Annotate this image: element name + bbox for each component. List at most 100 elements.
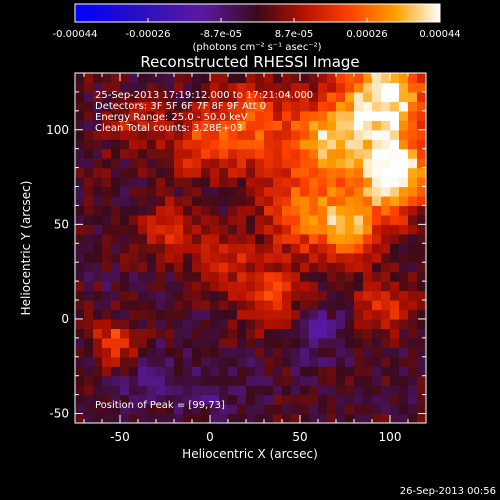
heatmap-cell	[390, 195, 400, 207]
heatmap-cell	[327, 375, 337, 386]
heatmap-cell	[129, 337, 139, 348]
heatmap-cell	[129, 347, 139, 358]
heatmap-cell	[282, 281, 292, 292]
heatmap-cell	[399, 375, 409, 386]
heatmap-cell	[354, 404, 364, 415]
heatmap-cell	[264, 205, 274, 216]
heatmap-cell	[183, 271, 193, 282]
heatmap-cell	[75, 394, 85, 405]
heatmap-cell	[309, 148, 319, 159]
heatmap-cell	[408, 167, 418, 178]
heatmap-cell	[291, 385, 301, 396]
heatmap-cell	[75, 110, 85, 121]
heatmap-cell	[84, 224, 94, 235]
heatmap-cell	[327, 243, 337, 254]
heatmap-cell	[273, 243, 283, 254]
heatmap-cell	[156, 214, 166, 225]
heatmap-cell	[183, 186, 193, 197]
heatmap-cell	[102, 205, 112, 216]
heatmap-cell	[102, 243, 112, 254]
heatmap-cell	[228, 158, 238, 169]
heatmap-cell	[264, 404, 274, 415]
heatmap-cell	[192, 281, 202, 292]
heatmap-cell	[372, 73, 382, 84]
heatmap-cell	[201, 356, 211, 367]
heatmap-cell	[102, 120, 112, 131]
heatmap-cell	[237, 300, 247, 311]
heatmap-cell	[246, 366, 256, 377]
heatmap-cell	[381, 167, 391, 178]
heatmap-cell	[372, 347, 382, 358]
heatmap-cell	[246, 224, 256, 235]
heatmap-cell	[417, 167, 426, 178]
heatmap-cell	[372, 139, 382, 150]
heatmap-cell	[372, 404, 382, 415]
heatmap-cell	[84, 158, 94, 169]
heatmap-cell	[381, 91, 391, 102]
heatmap-cell	[93, 233, 103, 244]
heatmap-cell	[282, 110, 292, 121]
heatmap-cell	[336, 224, 346, 235]
heatmap-cell	[336, 252, 346, 263]
heatmap-cell	[363, 309, 373, 320]
heatmap-cell	[372, 110, 382, 121]
heatmap-cell	[345, 413, 355, 423]
heatmap-cell	[291, 82, 301, 93]
heatmap-cell	[129, 252, 139, 263]
heatmap-cell	[417, 73, 426, 84]
heatmap-cell	[192, 158, 202, 169]
heatmap-cell	[138, 394, 148, 405]
heatmap-cell	[165, 101, 175, 112]
heatmap-cell	[93, 243, 103, 254]
heatmap-cell	[111, 233, 121, 244]
heatmap-cell	[399, 385, 409, 396]
heatmap-cell	[219, 375, 229, 386]
heatmap-cell	[210, 186, 220, 197]
heatmap-cell	[165, 404, 175, 415]
heatmap-cell	[174, 101, 184, 112]
heatmap-cell	[318, 91, 328, 102]
heatmap-cell	[354, 347, 364, 358]
heatmap-cell	[111, 224, 121, 235]
heatmap-cell	[255, 300, 265, 311]
heatmap-cell	[237, 318, 247, 330]
heatmap-cell	[336, 243, 346, 254]
heatmap-cell	[327, 271, 337, 282]
heatmap-cell	[255, 309, 265, 320]
heatmap-cell	[84, 120, 94, 131]
heatmap-cell	[273, 139, 283, 150]
heatmap-cell	[102, 385, 112, 396]
heatmap-cell	[111, 73, 121, 84]
heatmap-cell	[174, 385, 184, 396]
heatmap-cell	[156, 347, 166, 358]
heatmap-cell	[273, 129, 283, 140]
heatmap-cell	[156, 129, 166, 140]
heatmap-cell	[84, 347, 94, 358]
heatmap-cell	[291, 139, 301, 150]
heatmap-cell	[300, 290, 310, 301]
heatmap-cell	[165, 139, 175, 150]
colorbar-tick-label: -0.00026	[126, 29, 171, 40]
heatmap-cell	[111, 243, 121, 254]
heatmap-cell	[111, 366, 121, 377]
heatmap-cell	[372, 243, 382, 254]
heatmap-cell	[408, 366, 418, 377]
heatmap-cell	[75, 243, 85, 254]
heatmap-cell	[75, 375, 85, 386]
heatmap-cell	[390, 139, 400, 150]
heatmap-cell	[93, 148, 103, 159]
heatmap-cell	[183, 375, 193, 386]
heatmap-cell	[372, 177, 382, 188]
heatmap-cell	[84, 243, 94, 254]
heatmap-cell	[372, 328, 382, 339]
heatmap-cell	[138, 148, 148, 159]
heatmap-cell	[282, 356, 292, 367]
heatmap-cell	[219, 328, 229, 339]
heatmap-cell	[201, 120, 211, 131]
heatmap-cell	[399, 158, 409, 169]
heatmap-cell	[183, 158, 193, 169]
heatmap-cell	[201, 271, 211, 282]
heatmap-cell	[174, 158, 184, 169]
heatmap-cell	[336, 214, 346, 225]
heatmap-cell	[372, 337, 382, 348]
